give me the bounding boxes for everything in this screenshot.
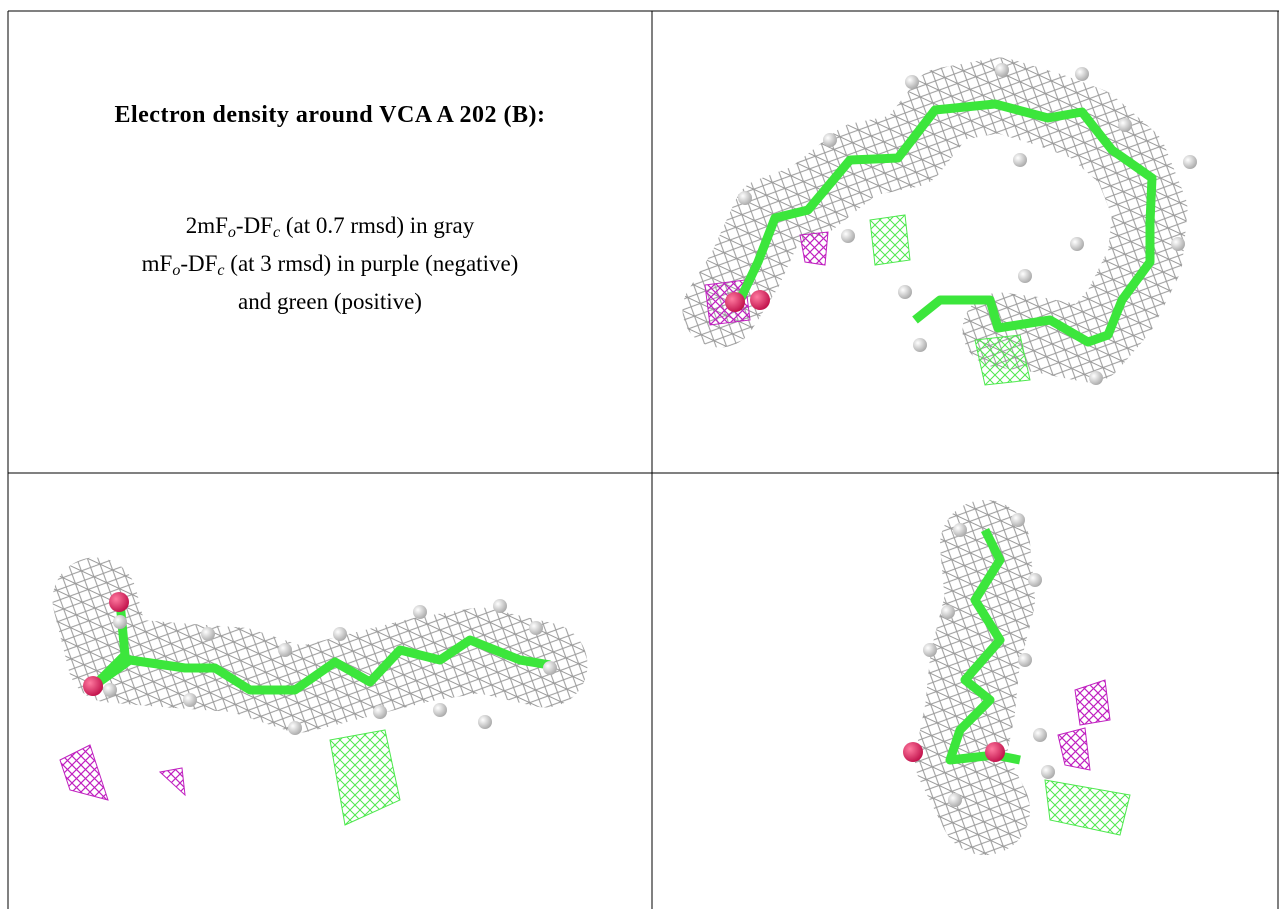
legend-line: mFo-DFc (at 3 rmsd) in purple (negative)	[9, 245, 651, 283]
caption-title: Electron density around VCA A 202 (B):	[9, 102, 651, 129]
legend-line: and green (positive)	[9, 283, 651, 321]
oxygen-atom	[725, 292, 745, 312]
green-mesh	[975, 335, 1030, 385]
subscript: c	[217, 262, 224, 279]
purple-mesh	[60, 745, 108, 800]
legend-text: -DF	[180, 251, 217, 276]
oxygen-atom	[985, 742, 1005, 762]
legend-text: (at 0.7 rmsd) in gray	[280, 213, 474, 238]
oxygen-atom	[109, 592, 129, 612]
legend-line: 2mFo-DFc (at 0.7 rmsd) in gray	[9, 207, 651, 245]
purple-mesh	[1075, 680, 1110, 725]
oxygen-atom	[83, 676, 103, 696]
oxygen-atom	[903, 742, 923, 762]
green-mesh	[870, 215, 910, 265]
subscript: c	[273, 224, 280, 241]
density-view-bottom-right	[903, 513, 1130, 835]
legend-text: (at 3 rmsd) in purple (negative)	[225, 251, 519, 276]
figure: Electron density around VCA A 202 (B): 2…	[0, 0, 1279, 909]
green-mesh	[1045, 780, 1130, 835]
legend-text: mF	[142, 251, 173, 276]
legend-text: and green (positive)	[238, 289, 422, 314]
density-view-bottom-left	[60, 592, 557, 825]
oxygen-atom	[750, 290, 770, 310]
legend-text: 2mF	[186, 213, 228, 238]
purple-mesh	[160, 768, 185, 795]
purple-mesh	[800, 232, 828, 265]
purple-mesh	[1058, 728, 1090, 770]
density-view-top	[705, 63, 1197, 385]
green-mesh	[330, 730, 400, 825]
panels	[0, 0, 1279, 909]
page: Electron density around VCA A 202 (B): 2…	[0, 0, 1279, 909]
legend-text: -DF	[236, 213, 273, 238]
subscript: o	[228, 224, 236, 241]
